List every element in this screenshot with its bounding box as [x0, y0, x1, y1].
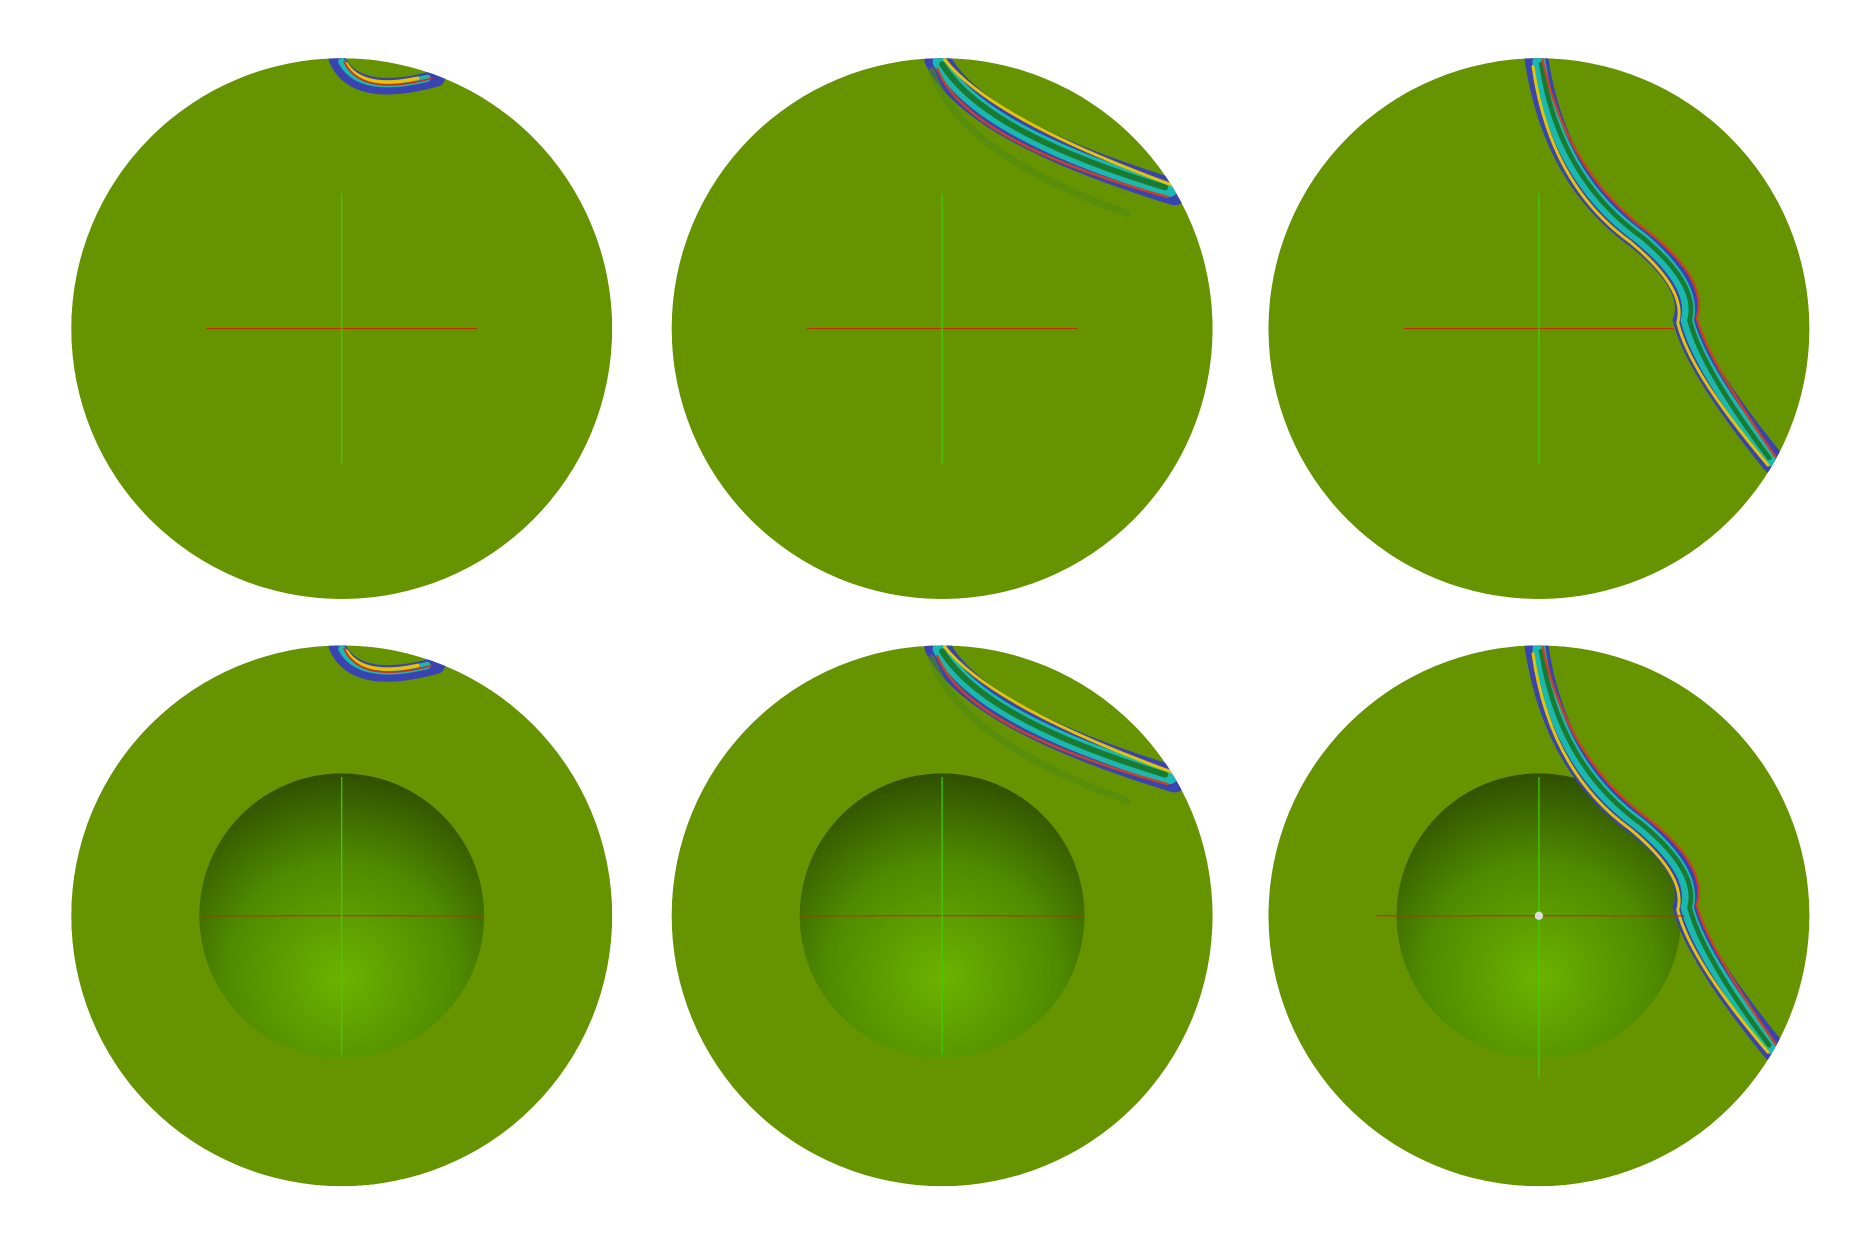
panel: [71, 645, 613, 1187]
panel: [671, 58, 1213, 600]
panel: [1268, 645, 1810, 1187]
panel: [1268, 58, 1810, 600]
panel: [671, 645, 1213, 1187]
panel: [71, 58, 613, 600]
